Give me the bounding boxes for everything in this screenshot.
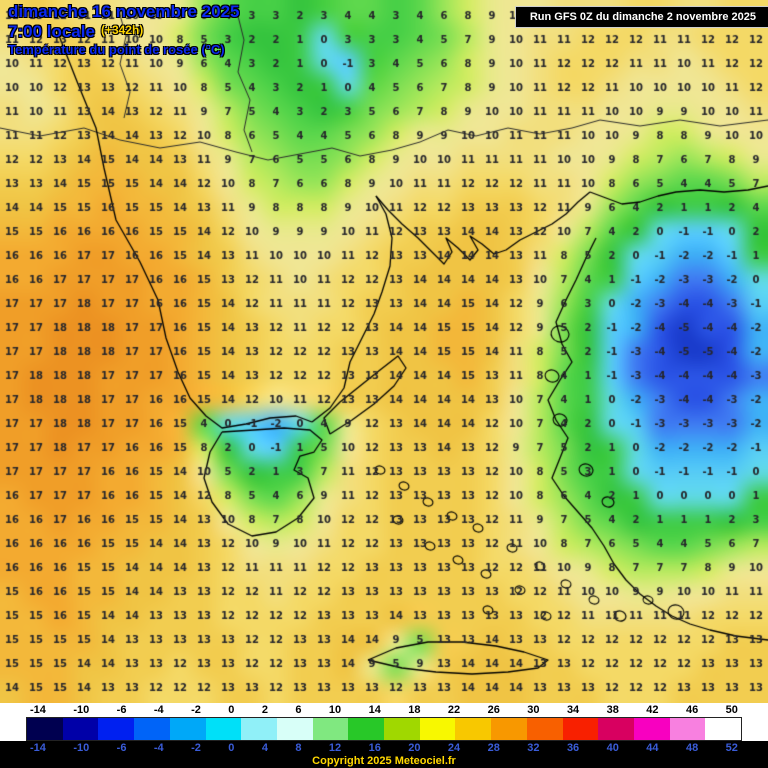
scale-label: 0: [228, 704, 235, 716]
scale-labels-top: -14 -10 -6 -4 -2 0 2 6 10 14 18 22 26 30 34 38 42 46 50: [0, 703, 768, 717]
dewpoint-map-canvas: [0, 0, 768, 703]
scale-label: 48: [685, 742, 699, 754]
colorbar: [26, 717, 742, 741]
scale-label: 42: [646, 704, 659, 716]
scale-label: 46: [685, 704, 699, 716]
colorbar-segment: [669, 718, 706, 740]
map-header: dimanche 16 novembre 2025 7:00 locale (+…: [8, 2, 240, 58]
colorbar-segment: [491, 718, 527, 740]
scale-label: 0: [228, 742, 235, 754]
scale-label: 40: [606, 742, 619, 754]
scale-label: -6: [116, 742, 127, 754]
colorbar-segment: [419, 718, 456, 740]
scale-label: 52: [725, 742, 738, 754]
scale-label: 20: [408, 742, 421, 754]
scale-label: -6: [116, 704, 127, 716]
colorbar-segment: [562, 718, 599, 740]
scale-label: 24: [447, 742, 461, 754]
scale-label: -4: [153, 742, 164, 754]
colorbar-segment: [633, 718, 670, 740]
copyright-text: Copyright 2025 Meteociel.fr: [312, 755, 456, 767]
scale-label: 10: [328, 704, 342, 716]
forecast-date: dimanche 16 novembre 2025: [8, 2, 240, 21]
scale-label: 30: [527, 704, 540, 716]
scale-label: 18: [408, 704, 421, 716]
scale-label: -14: [30, 704, 46, 716]
scale-label: 44: [646, 742, 659, 754]
colorbar-segment: [276, 718, 313, 740]
parameter-title: Température du point de rosée (°C): [8, 42, 225, 58]
forecast-hour-offset: (+342h): [100, 22, 144, 37]
scale-label: 38: [606, 704, 619, 716]
scale-label: 2: [261, 704, 268, 716]
colorbar-segment: [169, 718, 206, 740]
scale-footer: -14 -10 -6 -4 -2 0 4 8 12 16 20 24 28 32 36 40 44 48 52 Co…: [0, 741, 768, 768]
colorbar-segment: [62, 718, 99, 740]
colorbar-segment: [98, 718, 135, 740]
scale-label: 16: [368, 742, 381, 754]
scale-label: -14: [30, 742, 46, 754]
scale-label: 12: [328, 742, 342, 754]
forecast-time: 7:00 locale: [8, 21, 95, 41]
scale-label: 22: [447, 704, 461, 716]
colorbar-segment: [205, 718, 242, 740]
colorbar-segment: [312, 718, 349, 740]
scale-labels-bottom: -14 -10 -6 -4 -2 0 4 8 12 16 20 24 28 32 36 40 44 48 52: [0, 741, 768, 755]
scale-label: 6: [295, 704, 302, 716]
scale-label: 34: [566, 704, 580, 716]
scale-label: 8: [295, 742, 302, 754]
colorbar-segment: [27, 718, 63, 740]
colorbar-segment: [598, 718, 634, 740]
scale-label: -4: [153, 704, 164, 716]
scale-label: -10: [73, 704, 90, 716]
scale-label: 28: [487, 742, 500, 754]
colorbar-segment: [384, 718, 420, 740]
scale-label: 50: [725, 704, 738, 716]
scale-label: -2: [191, 704, 201, 716]
scale-label: -2: [191, 742, 201, 754]
colorbar-segment: [526, 718, 563, 740]
scale-label: 32: [527, 742, 540, 754]
scale-label: 36: [566, 742, 580, 754]
colorbar-segment: [134, 718, 170, 740]
colorbar-segment: [705, 718, 742, 740]
scale-label: -10: [73, 742, 90, 754]
scale-label: 26: [487, 704, 500, 716]
colorbar-segment: [455, 718, 492, 740]
scale-label: 14: [368, 704, 381, 716]
model-run-banner: Run GFS 0Z du dimanche 2 novembre 2025: [514, 6, 768, 28]
colorbar-segment: [348, 718, 385, 740]
scale-label: 4: [261, 742, 268, 754]
color-scale: -14 -10 -6 -4 -2 0 2 6 10 14 18 22 26 30 34 38 42 46 50 -1…: [0, 703, 768, 768]
colorbar-segment: [241, 718, 277, 740]
